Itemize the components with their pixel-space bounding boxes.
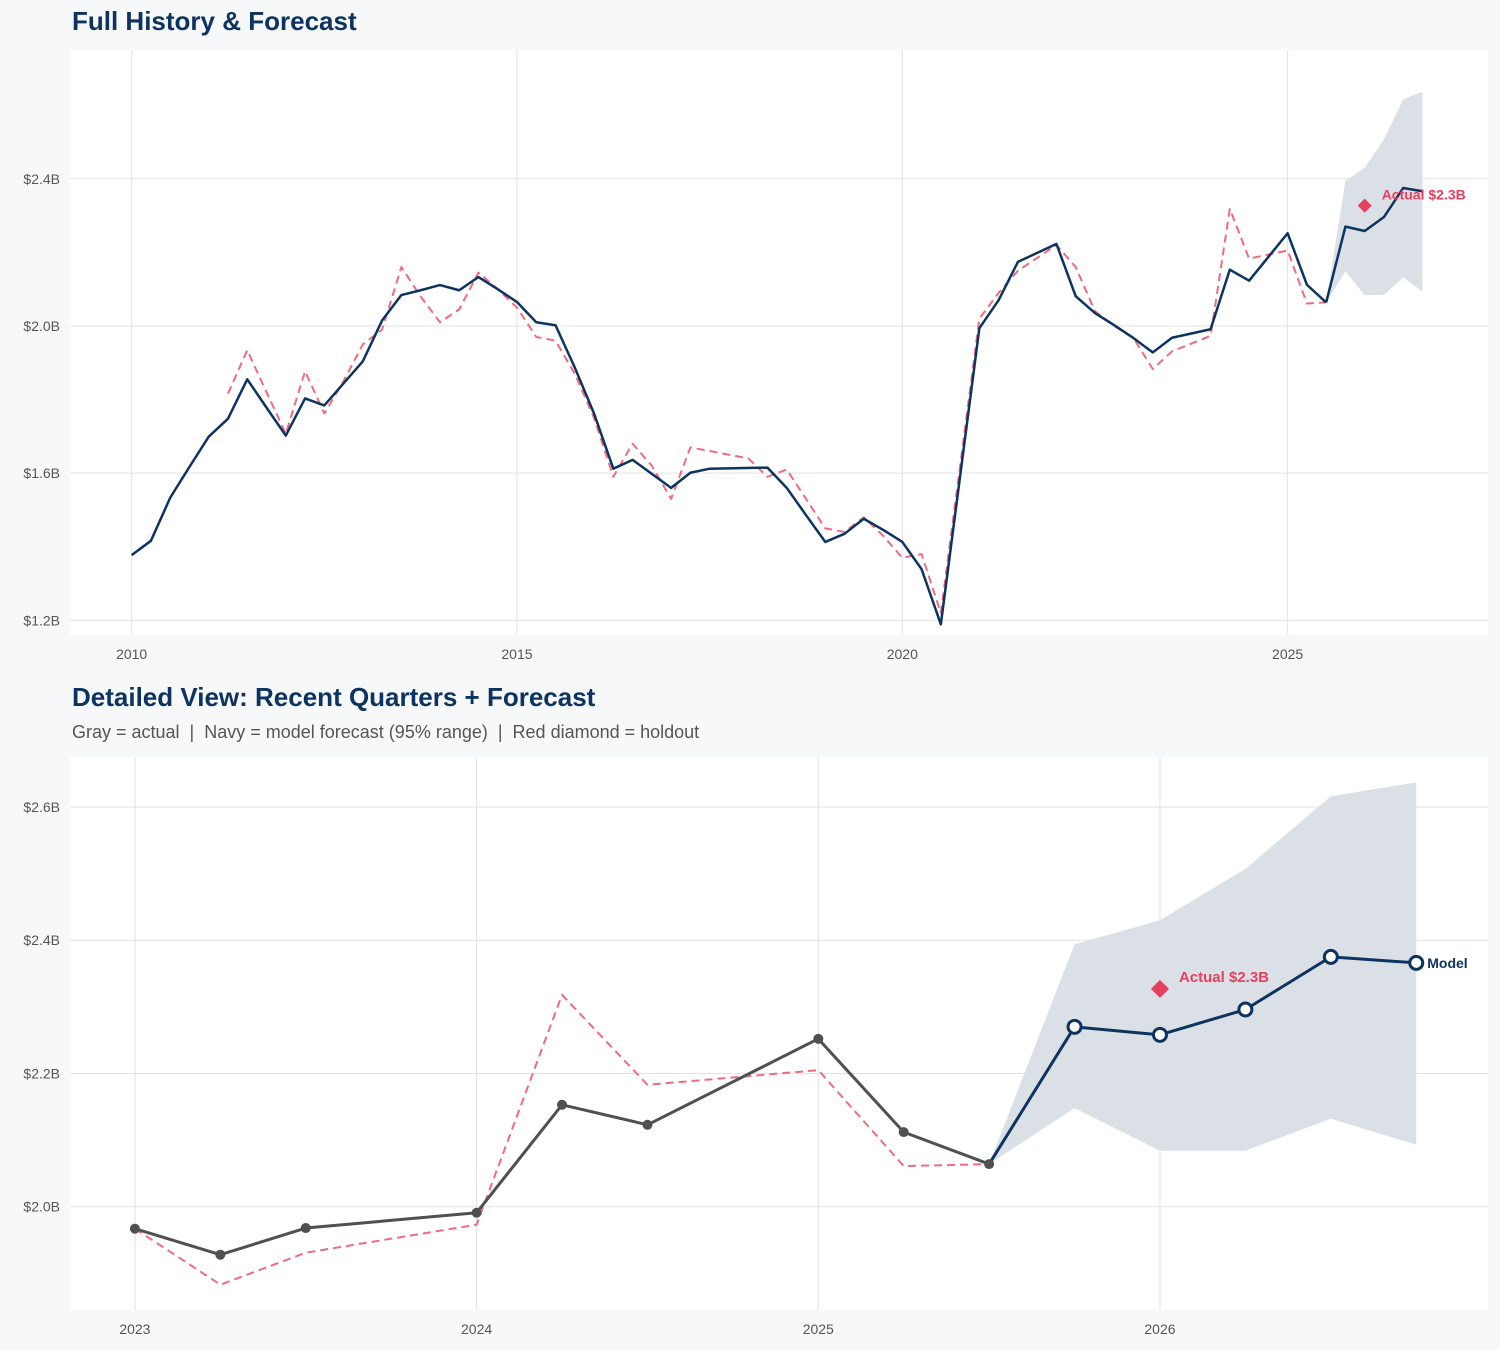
holdout-diamond	[1357, 198, 1372, 213]
x-tick-label: 2020	[887, 646, 918, 662]
actual-point	[642, 1119, 653, 1130]
actual-point	[215, 1249, 226, 1260]
forecast-point	[1408, 954, 1425, 971]
forecast-point	[1322, 948, 1339, 965]
chart-title-bottom: Detailed View: Recent Quarters + Forecas…	[72, 682, 596, 712]
holdout-diamond	[1150, 979, 1169, 998]
actual-point	[471, 1207, 482, 1218]
actual-point	[813, 1033, 824, 1044]
y-tick-label: $2.2B	[23, 1065, 60, 1081]
forecast-band	[989, 782, 1417, 1165]
forecast-point	[1066, 1018, 1083, 1035]
chart-title-top: Full History & Forecast	[72, 6, 357, 36]
holdout-label: Actual $2.3B	[1382, 187, 1466, 203]
holdout-label: Actual $2.3B	[1179, 969, 1269, 986]
x-tick-label: 2025	[803, 1321, 834, 1337]
actual-point	[300, 1223, 311, 1234]
plot-area	[70, 50, 1488, 635]
actual-line	[130, 231, 1328, 626]
forecast-band	[1326, 91, 1423, 303]
x-tick-label: 2025	[1272, 646, 1303, 662]
actual-point	[129, 1223, 140, 1234]
forecast-point	[1237, 1001, 1254, 1018]
y-tick-label: $1.6B	[23, 465, 60, 481]
chart-subtitle-bottom: Gray = actual | Navy = model forecast (9…	[72, 722, 700, 742]
actual-point	[898, 1127, 909, 1138]
y-tick-label: $2.4B	[23, 171, 60, 187]
x-tick-label: 2026	[1144, 1321, 1175, 1337]
y-tick-label: $2.6B	[23, 799, 60, 815]
y-tick-label: $2.0B	[23, 318, 60, 334]
y-tick-label: $2.0B	[23, 1199, 60, 1215]
forecast-line	[1324, 186, 1423, 303]
actual-point	[557, 1099, 568, 1110]
x-tick-label: 2024	[461, 1321, 492, 1337]
actual-point	[984, 1159, 995, 1170]
forecast-point	[1151, 1026, 1168, 1043]
forecast-line	[987, 955, 1417, 1165]
y-tick-label: $2.4B	[23, 932, 60, 948]
end-label: Model	[1427, 955, 1467, 971]
x-tick-label: 2010	[116, 646, 147, 662]
y-tick-label: $1.2B	[23, 612, 60, 628]
x-tick-label: 2015	[501, 646, 532, 662]
fitted-line	[134, 993, 990, 1286]
x-tick-label: 2023	[119, 1321, 150, 1337]
